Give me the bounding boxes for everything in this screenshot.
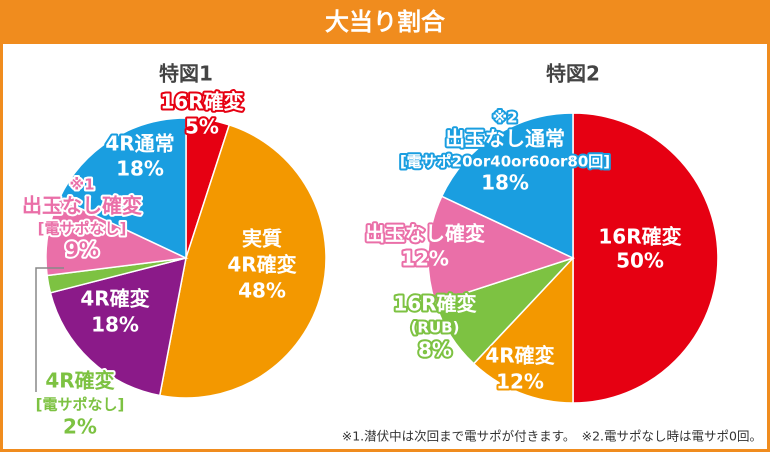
labels: 16R確変5%実質4R確変48%4R確変18%4R確変[電サポなし]2%※1出玉…	[20, 88, 684, 441]
slice-label: ※1	[69, 176, 94, 194]
value-label: 50%	[616, 249, 664, 273]
pie-slice	[440, 112, 574, 260]
value-label: 2%	[63, 415, 97, 439]
value-label: 5%	[185, 115, 219, 139]
page-title: 大当り割合	[325, 8, 446, 36]
pie-slice	[45, 197, 189, 277]
slice-label: 出玉なし確変	[365, 222, 485, 246]
chart-title: 特図1	[159, 62, 213, 86]
value-label: 12%	[496, 370, 544, 394]
slice-label: 4R確変	[227, 253, 296, 277]
slice-label: ※2	[492, 109, 517, 127]
slice-label: [電サポ20or40or60or80回]	[400, 153, 610, 171]
pie-slice	[427, 195, 576, 304]
leader-line	[35, 267, 64, 392]
pie-slice	[49, 256, 187, 397]
pie-slice	[158, 123, 327, 399]
slice-label: [電サポなし]	[38, 220, 127, 238]
value-label: 18%	[481, 171, 529, 195]
value-label: 12%	[401, 247, 449, 271]
slice-label: 16R確変	[160, 90, 243, 114]
pie-slice	[572, 112, 719, 404]
value-label: 18%	[91, 313, 139, 337]
value-label: 18%	[116, 157, 164, 181]
header-bar	[0, 0, 770, 44]
pie-slice	[58, 117, 187, 260]
chart-title: 特図2	[546, 62, 600, 86]
slice-label: [電サポなし]	[36, 396, 125, 414]
slice-label: 4R確変	[45, 369, 114, 393]
slice-label: 4R確変	[485, 344, 554, 368]
value-label: 8%	[418, 338, 452, 362]
slice-label: 出玉なし通常	[445, 127, 565, 151]
value-label: 48%	[238, 279, 286, 303]
footnote: ※1.潜伏中は次回まで電サポが付きます。 ※2.電サポなし時は電サポ0回。	[342, 429, 762, 444]
slice-label: 実質	[242, 227, 282, 251]
pie-slice	[472, 256, 574, 404]
slice-label: (RUB)	[411, 319, 460, 337]
slice-label: 16R確変	[598, 225, 681, 249]
slice-label: 出玉なし確変	[22, 194, 142, 218]
slice-label: 4R通常	[105, 132, 174, 156]
slice-label: 16R確変	[393, 292, 476, 316]
slice-label: 4R確変	[80, 287, 149, 311]
value-label: 9%	[65, 238, 99, 262]
pies	[45, 112, 719, 404]
